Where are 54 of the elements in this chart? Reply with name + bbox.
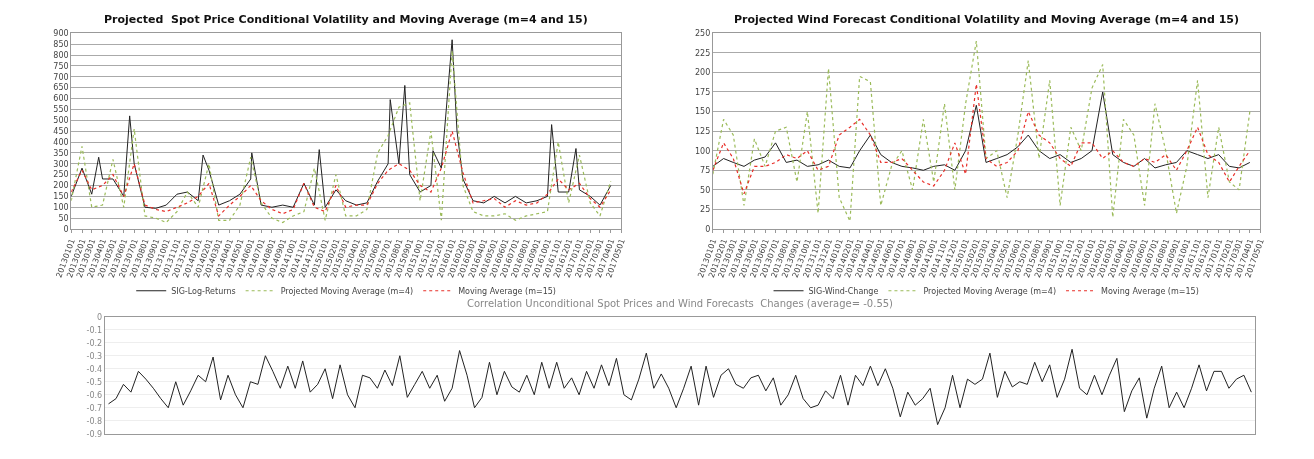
- y-tick-label: 800: [53, 50, 69, 60]
- y-tick-label: 600: [53, 94, 69, 104]
- y-tick-label: 750: [53, 61, 69, 71]
- y-tick-label: 225: [694, 48, 711, 58]
- line-series: [712, 83, 1251, 195]
- y-tick-label: 50: [700, 185, 711, 195]
- chart-title: Projected Spot Price Conditional Volatility and Moving Average (m=4 and 15): [104, 13, 588, 26]
- y-tick-label: 100: [53, 203, 69, 213]
- legend-label: Moving Average (m=15): [458, 286, 556, 296]
- y-tick-label: 0: [63, 224, 69, 234]
- y-tick-label: 250: [694, 29, 711, 39]
- y-tick-label: 900: [53, 29, 69, 39]
- y-tick-label: 400: [53, 137, 69, 147]
- y-tick-label: -0.5: [86, 377, 103, 387]
- legend-label: Projected Moving Average (m=4): [280, 286, 414, 296]
- y-tick-label: 300: [53, 159, 69, 169]
- chart-title: Correlation Unconditional Spot Prices and Wind Forecasts Changes (average= -0.55): [467, 298, 894, 309]
- y-tick-label: 125: [694, 126, 711, 136]
- line-series: [108, 348, 1252, 426]
- y-tick-label: 150: [53, 192, 69, 202]
- y-tick-label: 850: [53, 39, 69, 49]
- y-tick-label: 350: [53, 148, 69, 158]
- y-tick-label: 50: [58, 213, 69, 223]
- y-tick-label: 550: [53, 105, 69, 115]
- y-tick-label: 200: [53, 181, 69, 191]
- y-tick-label: -0.1: [86, 325, 103, 335]
- y-tick-label: 100: [694, 146, 711, 156]
- y-tick-label: -0.6: [86, 390, 103, 400]
- y-tick-label: 0: [97, 312, 103, 322]
- y-tick-label: 200: [694, 68, 711, 78]
- y-tick-label: 0: [705, 224, 711, 234]
- y-tick-label: -0.8: [86, 416, 103, 426]
- y-tick-label: 25: [700, 205, 711, 215]
- y-tick-label: 500: [53, 116, 69, 126]
- legend-label: Moving Average (m=15): [1101, 286, 1199, 296]
- y-tick-label: 700: [53, 72, 69, 82]
- line-series: [71, 130, 612, 217]
- y-tick-label: 150: [694, 107, 711, 117]
- y-tick-label: 450: [53, 126, 69, 136]
- y-tick-label: 250: [53, 170, 69, 180]
- chart-title: Projected Wind Forecast Conditional Volatility and Moving Average (m=4 and 15): [734, 13, 1239, 26]
- legend-label: Projected Moving Average (m=4): [923, 286, 1057, 296]
- y-tick-label: -0.4: [86, 364, 103, 374]
- y-tick-label: -0.7: [86, 403, 103, 413]
- legend-label: SIG-Log-Returns: [171, 286, 236, 296]
- y-tick-label: -0.9: [86, 429, 103, 439]
- y-tick-label: -0.3: [86, 351, 103, 361]
- y-tick-label: -0.2: [86, 338, 103, 348]
- y-tick-label: 650: [53, 83, 69, 93]
- line-series: [712, 40, 1251, 222]
- legend-label: SIG-Wind-Change: [808, 286, 879, 296]
- line-series: [712, 91, 1251, 171]
- y-tick-label: 175: [694, 87, 711, 97]
- y-tick-label: 75: [700, 166, 711, 176]
